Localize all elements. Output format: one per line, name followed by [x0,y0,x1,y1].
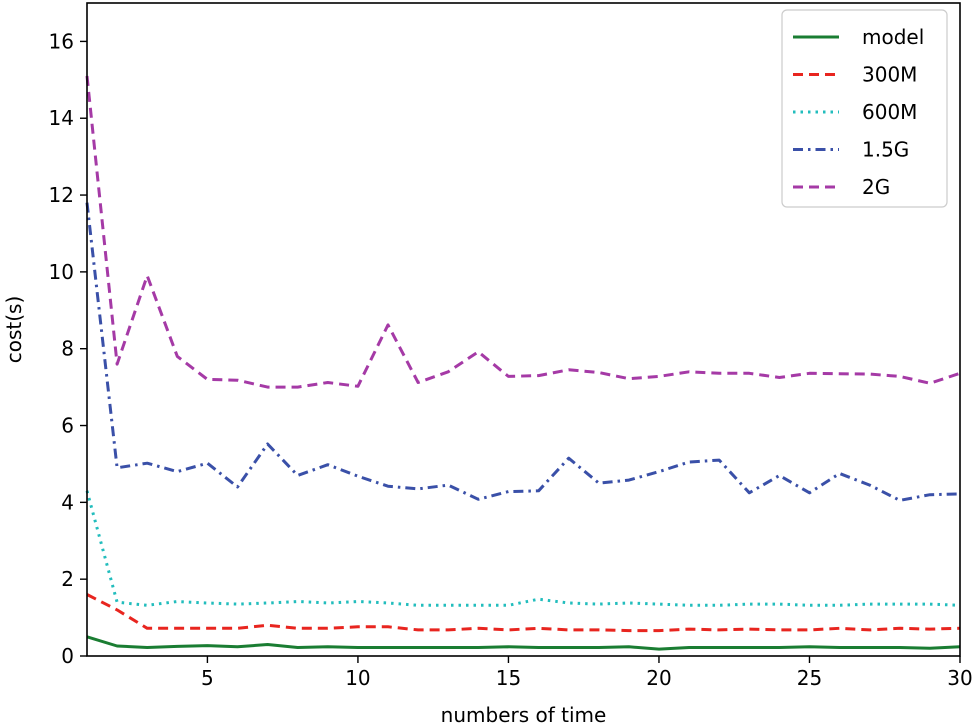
x-tick-label: 15 [496,666,521,690]
legend-label-2g: 2G [862,175,890,199]
x-axis-label: numbers of time [441,703,607,727]
y-tick-label: 4 [61,490,74,514]
legend: model 300M 600M 1.5G 2G [781,9,948,208]
y-axis-label: cost(s) [2,296,26,364]
series-line-300m [86,593,961,633]
plot-lines [85,75,961,651]
legend-label-1-5g: 1.5G [862,138,909,162]
x-tick-label: 10 [345,666,370,690]
legend-box [781,9,948,208]
series-line-model [86,635,961,651]
y-tick-label: 10 [49,260,74,284]
legend-label-600m: 600M [862,100,917,124]
plot-frame [86,2,961,657]
x-axis-ticks: 5 10 15 20 25 30 [201,656,973,690]
y-tick-label: 0 [61,644,74,668]
x-tick-label: 25 [797,666,822,690]
y-tick-label: 12 [49,183,74,207]
legend-label-300m: 300M [862,63,917,87]
x-tick-label: 5 [201,666,214,690]
legend-label-model: model [862,25,924,49]
y-tick-label: 8 [61,337,74,361]
y-tick-label: 2 [61,567,74,591]
x-tick-label: 30 [947,666,972,690]
y-tick-label: 14 [49,106,74,130]
y-tick-label: 16 [49,29,74,53]
x-tick-label: 20 [646,666,671,690]
series-line-1-5g [85,202,961,502]
y-tick-label: 6 [61,414,74,438]
series-line-2g [85,75,961,389]
y-axis-ticks: 0 2 4 6 8 10 12 14 16 [49,29,87,668]
